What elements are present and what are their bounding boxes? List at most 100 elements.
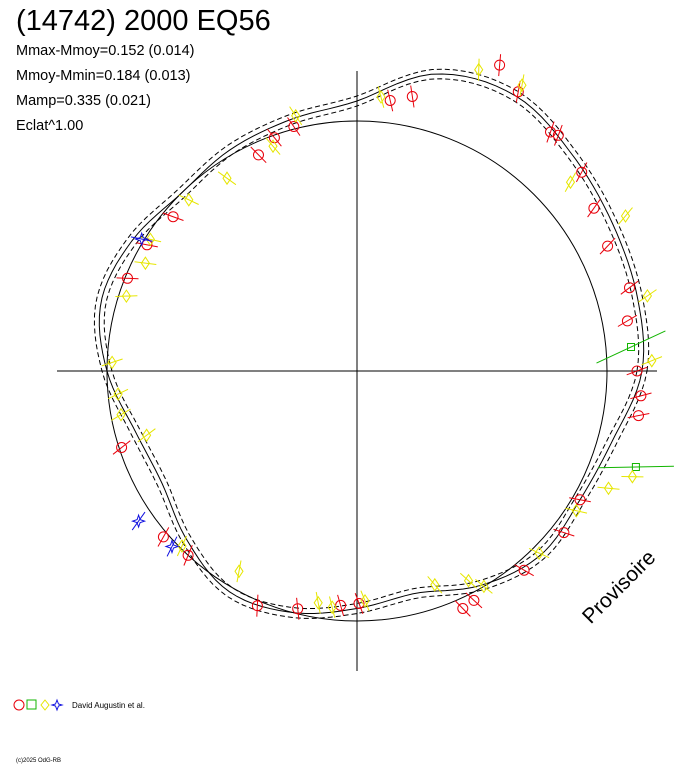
circle-data-point: [162, 211, 184, 223]
error-bar: [217, 171, 237, 186]
circle-data-point: [494, 54, 506, 77]
error-bar: [617, 314, 638, 327]
error-bar: [427, 576, 443, 594]
diamond-marker: [141, 428, 152, 443]
square-marker: [627, 343, 635, 351]
error-bar: [116, 277, 139, 280]
diamond-marker: [430, 577, 440, 592]
error-bar: [638, 289, 657, 303]
error-bar: [250, 146, 267, 164]
diamond-marker: [571, 503, 581, 518]
diamond-marker: [145, 232, 156, 247]
circle-marker: [633, 410, 644, 422]
diamond-marker: [534, 546, 544, 561]
legend-diamond-icon: [40, 699, 50, 711]
diamond-marker: [642, 288, 653, 303]
error-bar: [454, 600, 471, 617]
diamond-data-point: [178, 192, 199, 207]
diamond-data-point: [376, 86, 386, 108]
diamond-data-point: [475, 579, 493, 594]
diamond-marker: [222, 171, 232, 186]
error-bar: [236, 560, 242, 583]
error-bar: [514, 564, 534, 577]
fit-curve-upper-bound: [93, 68, 650, 619]
error-bar: [620, 280, 639, 295]
error-bar: [134, 261, 157, 265]
circle-marker: [602, 240, 614, 252]
circle-marker: [406, 91, 418, 102]
diamond-data-point: [564, 172, 577, 193]
error-bar: [564, 172, 577, 193]
circle-data-point: [116, 272, 139, 284]
circle-marker: [635, 390, 647, 402]
circle-data-point: [552, 124, 564, 146]
error-bar: [387, 89, 394, 112]
error-bar: [599, 237, 616, 255]
square-marker: [631, 463, 640, 471]
stat-max-mean: Mmax-Mmoy=0.152 (0.014): [16, 43, 195, 59]
star-marker: [131, 513, 147, 529]
diamond-marker: [360, 593, 370, 608]
diamond-data-point: [474, 58, 484, 81]
diamond-data-point: [289, 106, 303, 126]
diamond-marker: [647, 353, 657, 368]
circle-marker: [558, 527, 570, 539]
error-bar: [131, 511, 146, 531]
diamond-marker: [627, 469, 638, 484]
diamond-marker: [565, 175, 576, 190]
error-bar: [296, 597, 300, 620]
circle-data-point: [626, 365, 648, 377]
diamond-data-point: [621, 469, 644, 484]
error-bar: [315, 591, 321, 614]
circle-data-point: [287, 117, 301, 136]
diamond-marker: [603, 481, 614, 496]
diamond-data-point: [234, 560, 244, 583]
diamond-marker: [177, 539, 187, 553]
circle-data-point: [182, 545, 194, 566]
diamond-data-point: [597, 481, 620, 496]
circle-marker: [288, 121, 300, 132]
circle-data-point: [157, 527, 170, 547]
diamond-data-point: [618, 207, 633, 225]
circle-marker: [122, 272, 133, 284]
square-data-point: [597, 463, 674, 471]
circle-marker: [545, 126, 556, 138]
error-bar: [587, 198, 601, 218]
error-bar: [546, 121, 555, 143]
diamond-data-point: [176, 535, 188, 557]
diamond-data-point: [107, 387, 129, 401]
error-bar: [597, 465, 674, 469]
circle-marker: [157, 531, 169, 543]
circle-marker: [552, 129, 564, 141]
error-bar: [337, 594, 345, 617]
error-bar: [166, 536, 178, 557]
diamond-data-point: [134, 256, 157, 271]
diamond-data-point: [217, 171, 237, 186]
copyright-credit: (c)2025 OdG-RB: [16, 758, 62, 764]
diamond-data-point: [101, 355, 123, 370]
fit-curve-lower-bound: [103, 78, 640, 610]
diamond-data-point: [327, 596, 337, 619]
error-bar: [630, 392, 652, 400]
circle-data-point: [250, 146, 267, 164]
legend-star-icon: [50, 698, 64, 712]
star-data-point: [164, 536, 180, 557]
circle-marker: [167, 211, 179, 223]
error-bar: [569, 497, 591, 503]
circle-data-point: [620, 280, 639, 295]
circle-data-point: [384, 89, 396, 112]
circle-marker: [574, 494, 586, 506]
star-marker: [134, 231, 150, 247]
circle-data-point: [112, 440, 131, 455]
diamond-marker: [107, 355, 117, 370]
error-bar: [115, 295, 138, 297]
circle-marker: [588, 202, 600, 214]
diamond-marker: [291, 108, 301, 123]
diamond-marker: [268, 139, 278, 154]
circle-data-point: [599, 237, 616, 255]
error-bar: [554, 124, 563, 146]
error-bar: [626, 366, 648, 376]
error-bar: [498, 54, 502, 77]
circle-data-point: [514, 564, 534, 577]
